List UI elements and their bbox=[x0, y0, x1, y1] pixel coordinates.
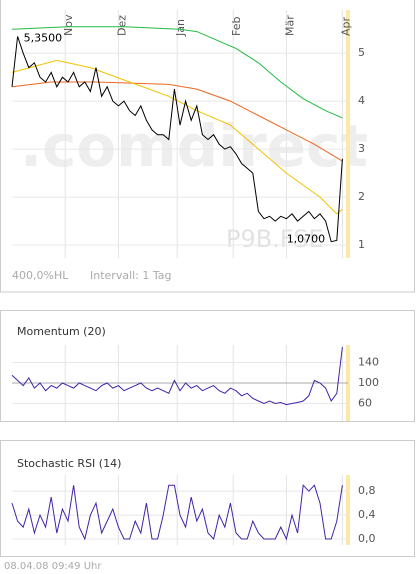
panel-title: Momentum (20) bbox=[17, 325, 106, 338]
y-tick-label: 1 bbox=[358, 238, 365, 251]
footer: 08.04.08 09:49 Uhr bbox=[4, 561, 102, 572]
symbol-watermark: P9B.FSE bbox=[226, 225, 324, 253]
x-tick-label: Dez bbox=[115, 15, 128, 36]
series-line bbox=[11, 347, 343, 406]
y-tick-label: 0,4 bbox=[358, 508, 376, 521]
y-tick-label: 0,0 bbox=[358, 532, 376, 545]
x-tick-label: Nov bbox=[62, 14, 75, 36]
x-tick-label: Jan bbox=[174, 19, 187, 37]
y-tick-label: 60 bbox=[358, 397, 372, 410]
y-tick-label: 100 bbox=[358, 376, 379, 389]
interval-label: Intervall: 1 Tag bbox=[90, 269, 172, 282]
y-tick-label: 3 bbox=[358, 142, 365, 155]
series-line bbox=[11, 81, 343, 162]
price-panel bbox=[0, 0, 415, 293]
today-bar bbox=[346, 475, 350, 545]
series-line bbox=[11, 59, 343, 215]
today-bar bbox=[346, 10, 350, 258]
watermark: .comdirect bbox=[20, 112, 368, 180]
series-line bbox=[11, 484, 343, 541]
series-line bbox=[11, 36, 343, 243]
series-line bbox=[11, 26, 343, 119]
max-label: 5,3500 bbox=[24, 31, 63, 44]
panel-title: Stochastic RSI (14) bbox=[17, 457, 121, 470]
x-tick-label: Feb bbox=[230, 17, 243, 36]
y-tick-label: 0,8 bbox=[358, 484, 376, 497]
x-tick-label: Apr bbox=[339, 16, 352, 36]
y-tick-label: 140 bbox=[358, 355, 379, 368]
min-label: 1,0700 bbox=[287, 233, 326, 246]
y-tick-label: 2 bbox=[358, 190, 365, 203]
momentum-panel bbox=[0, 310, 415, 422]
y-tick-label: 5 bbox=[358, 46, 365, 59]
x-tick-label: Mär bbox=[283, 15, 296, 36]
y-tick-label: 4 bbox=[358, 94, 365, 107]
rsi-panel bbox=[0, 440, 415, 557]
range-label: 400,0%HL bbox=[12, 269, 69, 282]
